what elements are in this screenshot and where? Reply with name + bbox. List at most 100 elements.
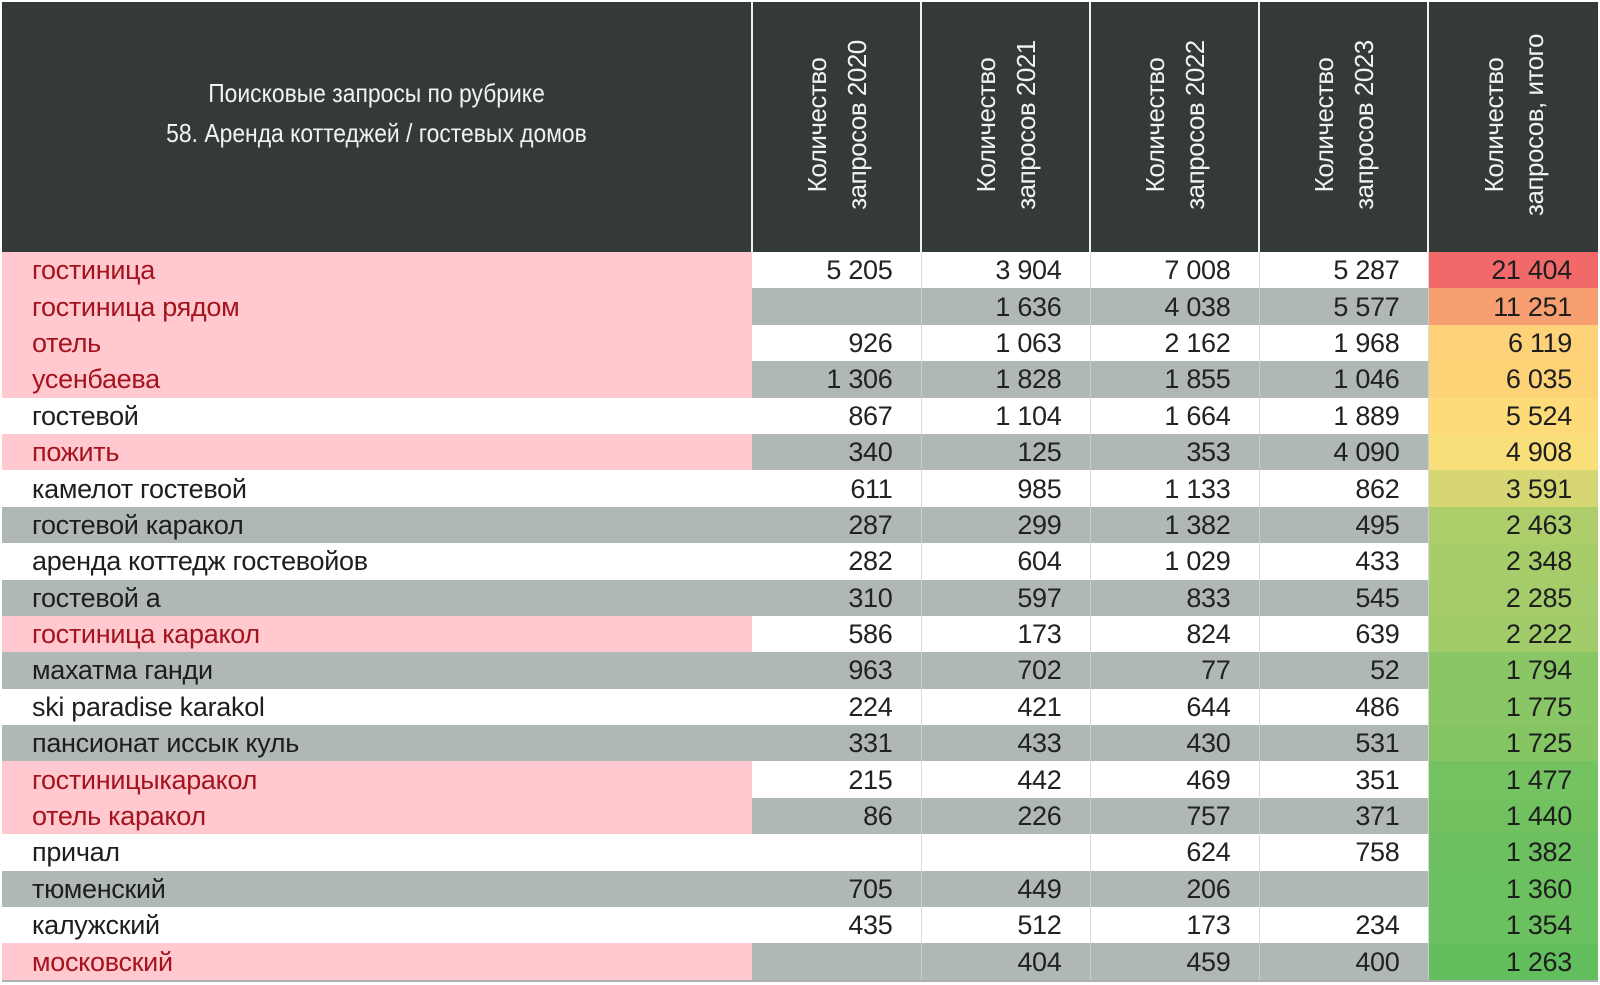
column-header-line2: запросов 2022 <box>1179 40 1210 210</box>
count-cell-2022: 77 <box>1090 652 1260 689</box>
table-row: тюменский 705 449 206 1 360 <box>2 870 1598 908</box>
query-term-cell: причал <box>2 834 752 871</box>
column-header-line1: Количество <box>1308 57 1339 193</box>
count-cell-2022: 644 <box>1090 688 1260 726</box>
table-row: московский 404 459 400 1 263 <box>2 943 1598 982</box>
count-cell-2022: 1 664 <box>1090 397 1260 434</box>
count-cell-2020 <box>752 834 922 871</box>
count-cell-2022: 1 133 <box>1090 470 1260 507</box>
count-cell-2020: 611 <box>752 470 922 507</box>
table-row: гостиница 5 205 3 904 7 008 5 287 21 404 <box>2 252 1598 289</box>
count-cell-2021: 1 063 <box>921 324 1091 362</box>
count-cell-2020 <box>752 288 922 325</box>
count-cell-2020 <box>752 943 922 982</box>
total-cell: 6 119 <box>1428 324 1598 362</box>
count-cell-2022: 469 <box>1090 761 1260 798</box>
column-header-line2: запросов 2021 <box>1010 40 1041 210</box>
query-term-cell: усенбаева <box>2 361 752 398</box>
count-cell-2023: 351 <box>1259 761 1429 798</box>
query-term-cell: гостиница рядом <box>2 288 752 325</box>
total-cell: 1 382 <box>1428 834 1598 871</box>
query-term-cell: пожить <box>2 433 752 471</box>
count-cell-2020: 86 <box>752 797 922 835</box>
count-cell-2020: 340 <box>752 433 922 471</box>
count-cell-2021: 1 828 <box>921 361 1091 398</box>
column-header-line2: запросов 2020 <box>841 40 872 210</box>
count-cell-2023: 495 <box>1259 506 1429 544</box>
table-title-line2: 58. Аренда коттеджей / гостевых домов <box>166 118 587 148</box>
table-row: гостиница рядом 1 636 4 038 5 577 11 251 <box>2 288 1598 325</box>
count-cell-2021: 449 <box>921 870 1091 908</box>
query-term-cell: отель каракол <box>2 797 752 835</box>
count-cell-2022: 2 162 <box>1090 324 1260 362</box>
count-cell-2023 <box>1259 870 1429 908</box>
query-term-cell: калужский <box>2 907 752 944</box>
column-header-2022: Количество запросов 2022 <box>1090 2 1260 252</box>
query-term-cell: камелот гостевой <box>2 470 752 507</box>
count-cell-2021: 604 <box>921 543 1091 580</box>
count-cell-2020: 705 <box>752 870 922 908</box>
total-cell: 1 263 <box>1428 943 1598 982</box>
total-cell: 1 440 <box>1428 797 1598 835</box>
total-cell: 2 348 <box>1428 543 1598 580</box>
count-cell-2020: 963 <box>752 652 922 689</box>
count-cell-2022: 353 <box>1090 433 1260 471</box>
count-cell-2020: 926 <box>752 324 922 362</box>
table-row: ski paradise karakol 224 421 644 486 1 775 <box>2 688 1598 726</box>
count-cell-2023: 5 287 <box>1259 252 1429 289</box>
total-cell: 1 775 <box>1428 688 1598 726</box>
column-header-2023: Количество запросов 2023 <box>1259 2 1429 252</box>
count-cell-2021: 421 <box>921 688 1091 726</box>
query-term-cell: махатма ганди <box>2 652 752 689</box>
count-cell-2023: 4 090 <box>1259 433 1429 471</box>
count-cell-2023: 545 <box>1259 579 1429 616</box>
table-row: причал 624 758 1 382 <box>2 834 1598 871</box>
total-cell: 1 794 <box>1428 652 1598 689</box>
count-cell-2022: 7 008 <box>1090 252 1260 289</box>
total-cell: 1 354 <box>1428 907 1598 944</box>
count-cell-2023: 5 577 <box>1259 288 1429 325</box>
count-cell-2022: 833 <box>1090 579 1260 616</box>
total-cell: 21 404 <box>1428 252 1598 289</box>
count-cell-2021: 299 <box>921 506 1091 544</box>
table-row: отель каракол 86 226 757 371 1 440 <box>2 797 1598 835</box>
count-cell-2022: 1 029 <box>1090 543 1260 580</box>
query-term-cell: отель <box>2 324 752 362</box>
column-header-total: Количество запросов, итого <box>1428 2 1598 252</box>
column-header-line1: Количество <box>1478 57 1509 193</box>
count-cell-2021: 125 <box>921 433 1091 471</box>
count-cell-2022: 824 <box>1090 615 1260 653</box>
table-row: отель 926 1 063 2 162 1 968 6 119 <box>2 324 1598 362</box>
count-cell-2021: 442 <box>921 761 1091 798</box>
total-cell: 2 285 <box>1428 579 1598 616</box>
count-cell-2022: 459 <box>1090 943 1260 982</box>
count-cell-2023: 1 046 <box>1259 361 1429 398</box>
column-header-line1: Количество <box>970 57 1001 193</box>
column-header-2021: Количество запросов 2021 <box>921 2 1091 252</box>
count-cell-2020: 224 <box>752 688 922 726</box>
count-cell-2023: 1 889 <box>1259 397 1429 434</box>
count-cell-2020: 310 <box>752 579 922 616</box>
table-row: махатма ганди 963 702 77 52 1 794 <box>2 652 1598 689</box>
count-cell-2021: 404 <box>921 943 1091 982</box>
count-cell-2020: 435 <box>752 907 922 944</box>
query-term-cell: гостевой каракол <box>2 506 752 544</box>
total-cell: 1 360 <box>1428 870 1598 908</box>
count-cell-2021: 512 <box>921 907 1091 944</box>
total-cell: 2 222 <box>1428 615 1598 653</box>
count-cell-2022: 430 <box>1090 725 1260 762</box>
count-cell-2022: 4 038 <box>1090 288 1260 325</box>
total-cell: 11 251 <box>1428 288 1598 325</box>
count-cell-2022: 624 <box>1090 834 1260 871</box>
total-cell: 1 477 <box>1428 761 1598 798</box>
query-term-cell: пансионат иссык куль <box>2 725 752 762</box>
query-term-cell: гостиница каракол <box>2 615 752 653</box>
count-cell-2022: 206 <box>1090 870 1260 908</box>
query-term-cell: тюменский <box>2 870 752 908</box>
header-title-cell: Поисковые запросы по рубрике 58. Аренда … <box>2 2 753 252</box>
count-cell-2020: 1 306 <box>752 361 922 398</box>
count-cell-2020: 287 <box>752 506 922 544</box>
count-cell-2023: 52 <box>1259 652 1429 689</box>
total-cell: 6 035 <box>1428 361 1598 398</box>
